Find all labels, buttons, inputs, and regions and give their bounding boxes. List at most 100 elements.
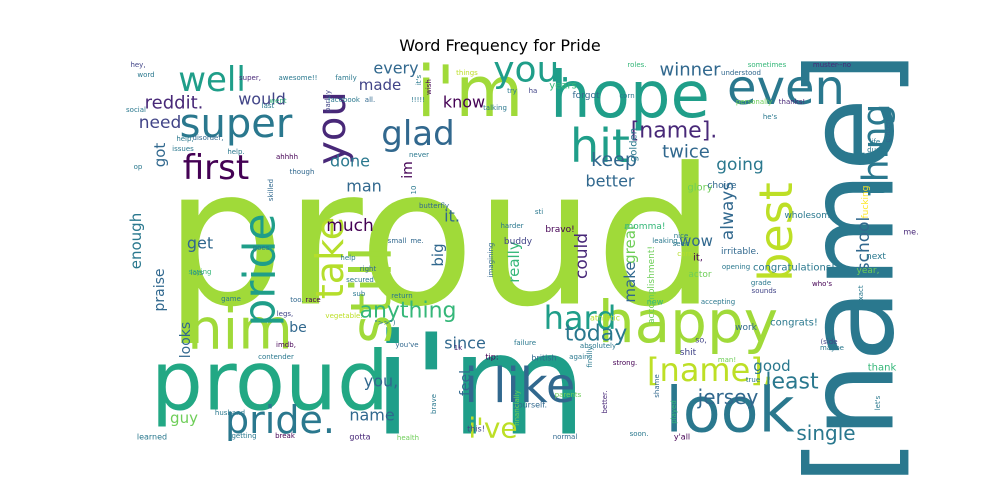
word-142: word xyxy=(137,71,154,79)
word-91: sounds xyxy=(752,287,777,295)
word-35: going xyxy=(716,155,763,175)
word-115: getting xyxy=(231,432,256,440)
word-29: today xyxy=(565,322,628,347)
word-110: health xyxy=(397,434,419,442)
word-12: hit xyxy=(570,119,630,173)
word-117: husband xyxy=(215,409,245,417)
word-163: thanks! xyxy=(779,98,805,106)
word-68: be xyxy=(289,320,307,336)
word-41: would xyxy=(238,90,286,109)
word-85: wholesome xyxy=(784,211,836,221)
word-72: next xyxy=(866,252,886,262)
word-160: muster--no xyxy=(813,61,851,69)
word-27: anything xyxy=(359,299,456,324)
word-48: it. xyxy=(444,207,460,226)
word-121: game xyxy=(221,295,241,303)
word-139: issues xyxy=(172,145,194,153)
word-45: done xyxy=(330,152,370,171)
word-100: so, xyxy=(695,336,707,345)
word-114: learned xyxy=(137,433,167,442)
word-40: need xyxy=(139,113,181,133)
word-83: momma! xyxy=(625,222,666,232)
word-67: feel xyxy=(458,370,474,396)
word-186: (side xyxy=(820,338,837,346)
word-89: year, xyxy=(857,266,880,276)
word-173: harder xyxy=(500,222,523,230)
word-36: school xyxy=(854,217,874,272)
word-61: big xyxy=(429,243,447,266)
word-122: too. xyxy=(290,296,303,304)
word-59: could xyxy=(572,233,592,279)
word-107: soon. xyxy=(630,430,649,438)
word-49: better xyxy=(586,172,635,191)
word-62: got xyxy=(151,143,169,168)
word-18: super xyxy=(180,101,293,147)
word-194: 1k xyxy=(454,344,463,352)
word-52: name xyxy=(349,406,394,425)
word-87: irritable. xyxy=(721,247,759,257)
word-70: congrats! xyxy=(770,318,818,329)
word-96: absolutely xyxy=(580,342,616,350)
word-154: it's xyxy=(415,75,423,86)
word-176: small xyxy=(388,237,407,245)
word-171: never xyxy=(409,151,429,159)
word-81: bravo! xyxy=(545,225,574,235)
word-80: shit xyxy=(680,348,697,358)
word-30: jersey xyxy=(697,385,759,409)
word-79: forgot xyxy=(573,91,600,101)
word-156: ha xyxy=(529,87,538,95)
word-187: man! xyxy=(718,356,736,364)
word-125: sub xyxy=(353,290,366,298)
word-88: actor xyxy=(688,270,711,280)
word-54: good xyxy=(753,357,790,375)
word-168: no. xyxy=(868,153,879,161)
word-17: pride xyxy=(235,213,286,326)
word-63: im xyxy=(400,161,416,179)
word-140: op xyxy=(134,163,143,171)
word-23: thing xyxy=(856,104,897,197)
word-155: things xyxy=(456,69,478,77)
word-26: i've xyxy=(468,412,517,445)
word-126: secured xyxy=(346,276,374,284)
word-120: legs, xyxy=(277,310,294,318)
word-130: lots xyxy=(191,269,204,277)
word-66: looks xyxy=(178,322,194,358)
word-128: right xyxy=(360,265,377,273)
word-165: gotten xyxy=(884,120,892,143)
word-190: maybe xyxy=(820,344,844,352)
word-6: happy xyxy=(598,288,778,356)
word-134: though xyxy=(290,168,315,176)
word-124: vegetable. xyxy=(325,312,362,320)
word-169: try xyxy=(507,87,517,95)
word-38: winner xyxy=(659,60,721,81)
word-131: saying xyxy=(189,268,212,276)
word-119: imdb, xyxy=(276,341,296,349)
word-20: well xyxy=(178,60,246,100)
word-99: tip: xyxy=(485,353,498,362)
word-22: first xyxy=(183,148,249,188)
word-55: you, xyxy=(364,372,398,391)
word-75: glory xyxy=(687,183,712,194)
word-127: return xyxy=(391,292,412,300)
word-25: [name], xyxy=(647,351,773,389)
word-148: went xyxy=(269,97,286,105)
word-106: better. xyxy=(601,390,609,413)
word-84: choice xyxy=(707,181,737,191)
word-172: butterfly xyxy=(419,202,449,210)
word-181: corn. xyxy=(677,250,695,258)
word-151: all. xyxy=(365,96,375,104)
chart-title: Word Frequency for Pride xyxy=(399,36,601,55)
word-184: exact xyxy=(857,285,865,304)
word-90: me. xyxy=(903,228,918,237)
word-153: wish xyxy=(425,79,433,95)
word-13: best xyxy=(749,182,803,282)
word-57: great xyxy=(621,224,639,264)
word-32: [name]. xyxy=(631,119,718,144)
word-93: new xyxy=(647,298,664,307)
word-111: gotta xyxy=(349,433,370,442)
word-2: [name] xyxy=(783,51,922,485)
word-33: keep xyxy=(591,149,637,171)
word-103: parents xyxy=(555,391,582,399)
word-19: pride. xyxy=(225,398,335,442)
